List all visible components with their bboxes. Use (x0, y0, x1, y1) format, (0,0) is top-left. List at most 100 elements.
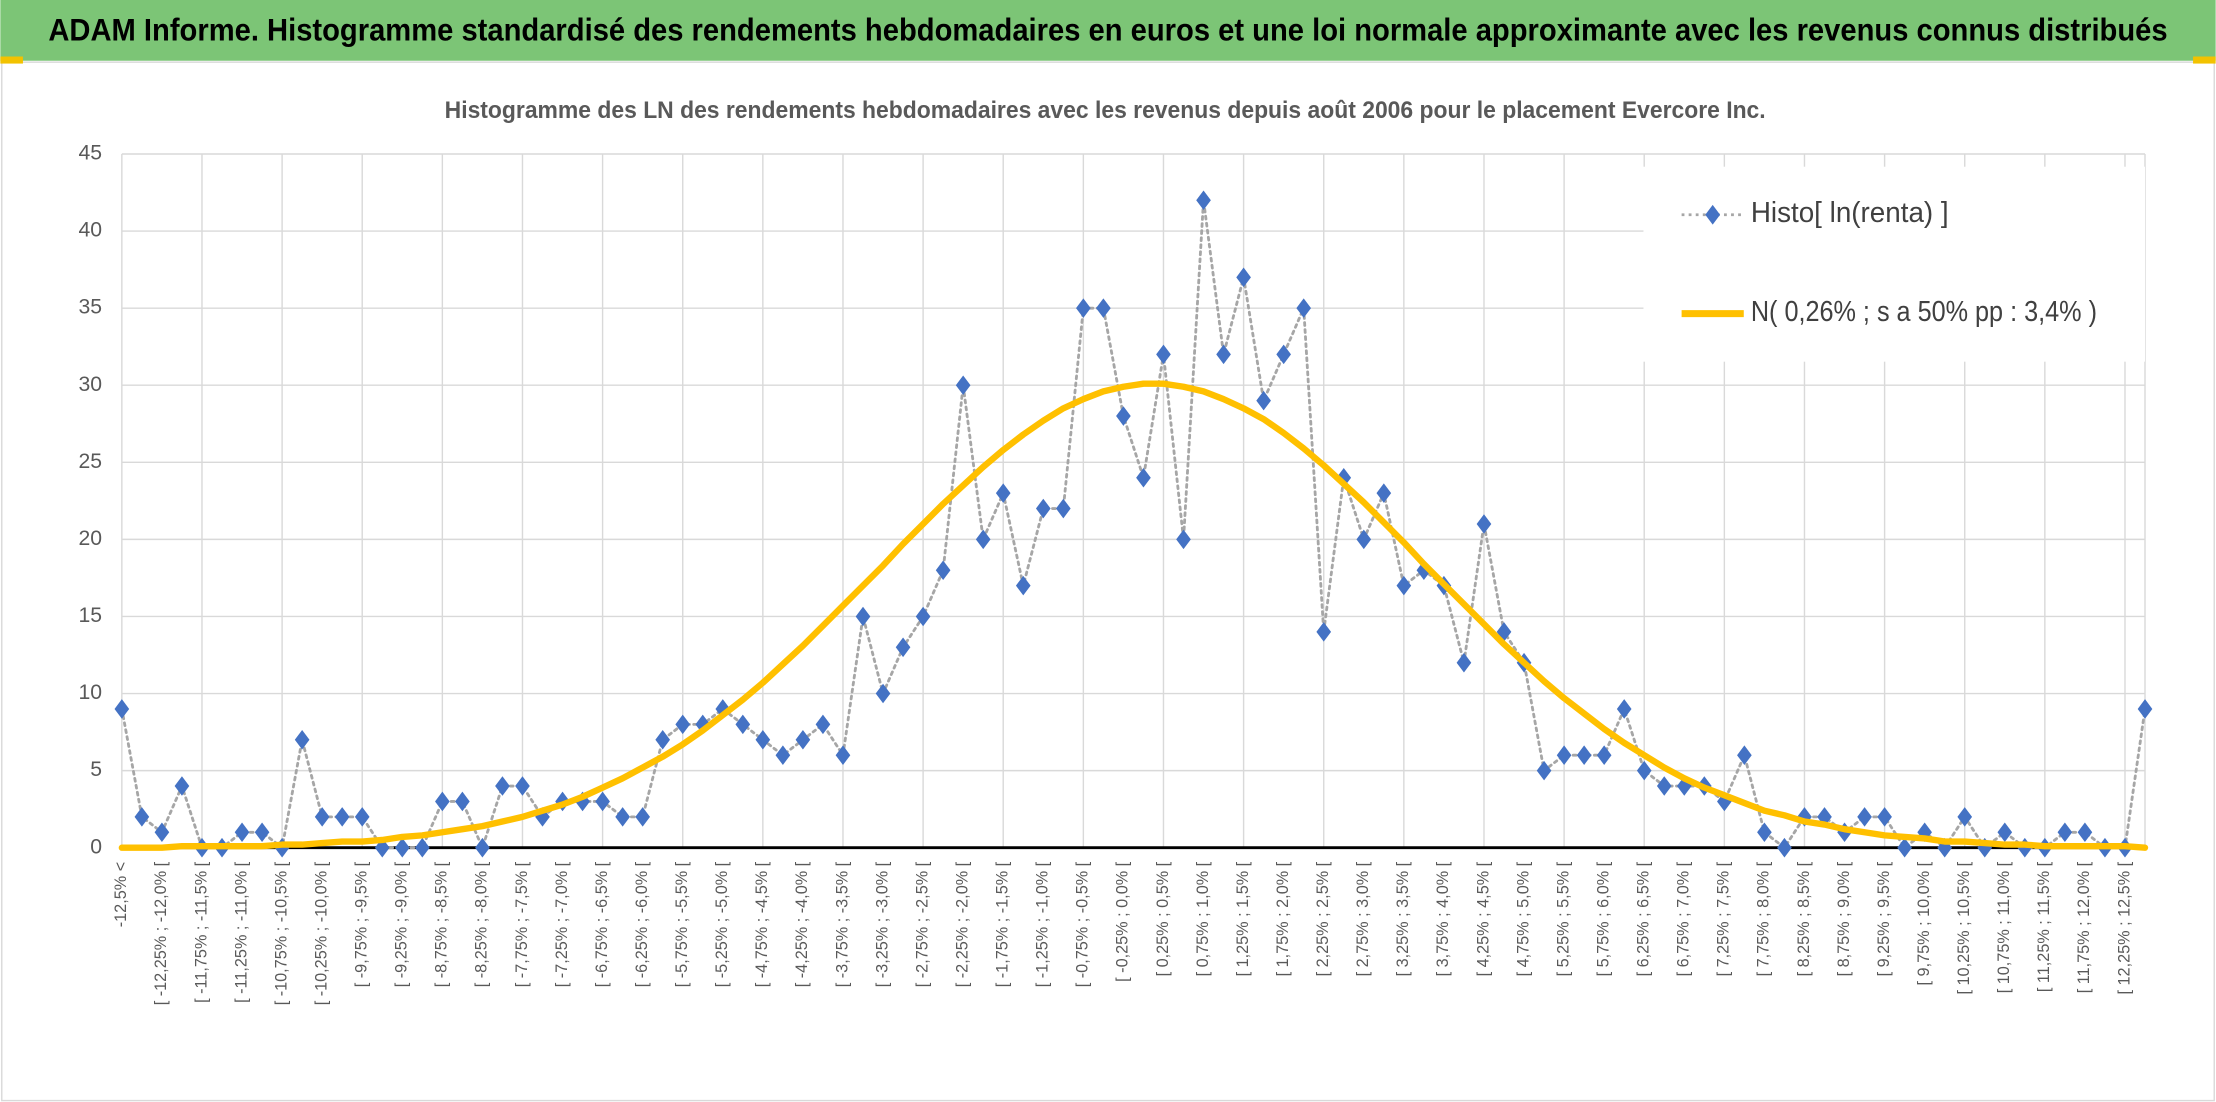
data-point (955, 375, 971, 396)
x-tick-label: [ -3,25% ; -3,0% [ (873, 861, 891, 987)
data-point (775, 745, 791, 765)
header-bar (0, 0, 2216, 61)
x-tick-label: -12,5% < (112, 862, 130, 927)
data-point (495, 776, 510, 796)
x-tick-label: [ 9,25% ; 9,5% [ (1875, 861, 1893, 976)
data-point (855, 606, 871, 627)
x-tick-label: [ 9,75% ; 10,0% [ (1915, 861, 1933, 985)
x-tick-label: [ 10,75% ; 11,0% [ (1995, 861, 2013, 993)
y-tick-label: 15 (78, 604, 102, 627)
x-tick-label: [ -2,25% ; -2,0% [ (953, 861, 971, 987)
data-point (1877, 807, 1892, 827)
data-point (1316, 622, 1332, 642)
x-tick-label: [ -0,75% ; -0,5% [ (1074, 861, 1092, 987)
data-point (1276, 344, 1291, 365)
data-point (314, 807, 330, 827)
data-point (1536, 760, 1552, 781)
data-point (1356, 529, 1372, 550)
legend-label: Histo[ ln(renta) ] (1751, 196, 1949, 228)
x-tick-label: [ 4,75% ; 5,0% [ (1514, 861, 1532, 976)
y-tick-label: 0 (90, 835, 102, 858)
data-point (1656, 776, 1672, 796)
data-point (755, 730, 771, 750)
x-tick-label: [ -11,75% ; -11,5% [ (192, 861, 210, 1003)
x-tick-label: [ -3,75% ; -3,5% [ (833, 861, 851, 987)
x-tick-label: [ 6,75% ; 7,0% [ (1675, 861, 1693, 976)
data-point (134, 807, 150, 827)
data-point (1576, 745, 1592, 765)
x-tick-label: [ 8,25% ; 8,5% [ (1795, 861, 1813, 976)
x-tick-label: [ -12,25% ; -12,0% [ (152, 861, 170, 1005)
data-point (154, 822, 170, 843)
data-point (995, 483, 1011, 503)
legend-marker (1705, 204, 1721, 225)
data-point (635, 807, 650, 827)
data-point (1116, 406, 1131, 426)
x-tick-label: [ 0,75% ; 1,0% [ (1194, 861, 1212, 976)
x-tick-label: [ -6,75% ; -6,5% [ (593, 861, 611, 987)
data-point (1957, 807, 1973, 827)
data-point (475, 837, 490, 858)
header-corner (0, 56, 23, 64)
data-point (2137, 699, 2153, 719)
data-point (1596, 745, 1612, 765)
data-point (1456, 652, 1472, 673)
x-tick-label: [ 11,75% ; 12,0% [ (2075, 861, 2093, 993)
data-point (1737, 745, 1752, 765)
x-tick-label: [ -5,25% ; -5,0% [ (713, 861, 731, 987)
data-point (1035, 498, 1051, 519)
x-tick-label: [ 2,25% ; 2,5% [ (1314, 861, 1332, 976)
normal-curve (118, 380, 2149, 851)
page-title: ADAM Informe. Histogramme standardisé de… (48, 13, 2167, 48)
data-point (234, 822, 250, 843)
data-point (1296, 298, 1312, 318)
data-point (354, 807, 370, 827)
y-tick-label: 20 (78, 527, 102, 550)
data-point (515, 776, 530, 796)
x-tick-label: [ 7,75% ; 8,0% [ (1755, 861, 1773, 976)
data-point (1055, 498, 1071, 519)
data-point (174, 776, 190, 796)
data-point (1616, 699, 1632, 719)
data-point (895, 637, 911, 658)
header-corner (2193, 56, 2216, 64)
y-tick-label: 10 (78, 681, 102, 704)
data-point (455, 791, 470, 812)
data-point (294, 730, 310, 750)
x-tick-label: [ -9,75% ; -9,5% [ (353, 861, 371, 987)
legend-box (1643, 166, 2146, 362)
x-tick-label: [ -10,25% ; -10,0% [ (312, 861, 330, 1005)
data-point (835, 745, 851, 765)
data-point (1556, 745, 1572, 765)
x-tick-label: [ 7,25% ; 7,5% [ (1715, 861, 1733, 976)
data-point (254, 822, 270, 843)
data-point (615, 807, 630, 827)
x-tick-label: [ -0,25% ; 0,0% [ (1114, 861, 1132, 982)
data-point (1636, 760, 1652, 781)
x-tick-label: [ 3,75% ; 4,0% [ (1434, 861, 1452, 976)
x-tick-label: [ -1,75% ; -1,5% [ (994, 861, 1012, 987)
data-point (795, 730, 811, 750)
x-tick-label: [ 4,25% ; 4,5% [ (1474, 861, 1492, 976)
data-point (875, 683, 891, 704)
data-point (2057, 822, 2073, 843)
x-tick-label: [ -4,75% ; -4,5% [ (753, 861, 771, 987)
data-point (1256, 390, 1271, 411)
data-point (1096, 298, 1111, 318)
data-point (334, 807, 350, 827)
data-point (1136, 467, 1151, 488)
data-point (1897, 837, 1912, 858)
chart-border (1, 61, 2215, 1102)
x-tick-label: [ -9,25% ; -9,0% [ (393, 861, 411, 987)
x-tick-label: [ -7,75% ; -7,5% [ (513, 861, 531, 987)
x-tick-label: [ 5,75% ; 6,0% [ (1594, 861, 1612, 976)
x-tick-label: [ -10,75% ; -10,5% [ (272, 861, 290, 1005)
data-point (1476, 514, 1492, 534)
x-tick-label: [ 0,25% ; 0,5% [ (1154, 861, 1172, 976)
data-point (735, 714, 751, 735)
x-tick-label: [ -11,25% ; -11,0% [ (232, 861, 250, 1003)
y-tick-label: 40 (78, 219, 102, 242)
data-point (1216, 344, 1231, 365)
data-point (1857, 807, 1872, 827)
